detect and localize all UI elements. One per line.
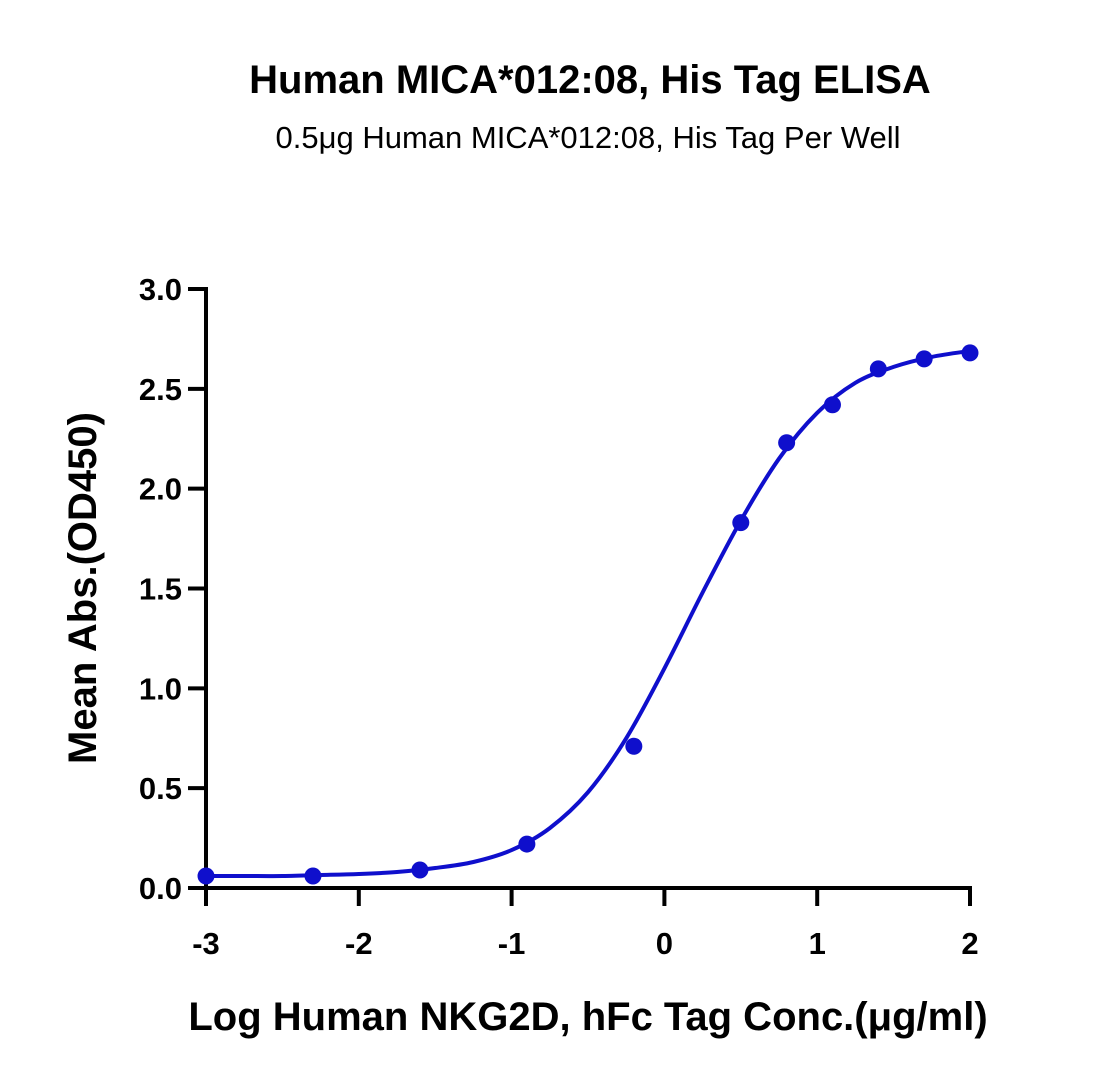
- y-tick-label: 0.0: [139, 871, 182, 906]
- x-tick-label: -2: [345, 926, 373, 961]
- y-tick-label: 1.5: [139, 572, 182, 607]
- data-points: [197, 344, 979, 885]
- data-point: [625, 737, 643, 755]
- chart-title: Human MICA*012:08, His Tag ELISA: [249, 58, 931, 102]
- data-point: [411, 861, 429, 879]
- x-tick-label: -3: [192, 926, 220, 961]
- x-tick-label: 1: [809, 926, 826, 961]
- y-tick-label: 2.0: [139, 472, 182, 507]
- data-point: [304, 867, 322, 885]
- y-tick-label: 3.0: [139, 272, 182, 307]
- data-point: [778, 434, 796, 452]
- chart-subtitle: 0.5μg Human MICA*012:08, His Tag Per Wel…: [276, 120, 901, 155]
- x-axis-title: Log Human NKG2D, hFc Tag Conc.(μg/ml): [188, 995, 987, 1039]
- x-tick-label: 2: [961, 926, 978, 961]
- x-tick-label: 0: [656, 926, 673, 961]
- data-point: [915, 350, 933, 368]
- y-axis-title: Mean Abs.(OD450): [61, 412, 105, 764]
- y-tick-label: 0.5: [139, 771, 182, 806]
- data-point: [197, 867, 215, 885]
- y-tick-label: 1.0: [139, 671, 182, 706]
- x-axis: -3 -2 -1 0 1 2: [192, 886, 979, 961]
- y-tick-label: 2.5: [139, 372, 182, 407]
- data-point: [732, 514, 750, 532]
- data-point: [869, 360, 887, 378]
- y-axis: 0.0 0.5 1.0 1.5 2.0 2.5 3.0: [139, 272, 208, 906]
- fit-curve: [204, 348, 972, 879]
- data-point: [961, 344, 979, 362]
- data-point: [518, 835, 536, 853]
- data-point: [823, 396, 841, 414]
- x-tick-label: -1: [498, 926, 526, 961]
